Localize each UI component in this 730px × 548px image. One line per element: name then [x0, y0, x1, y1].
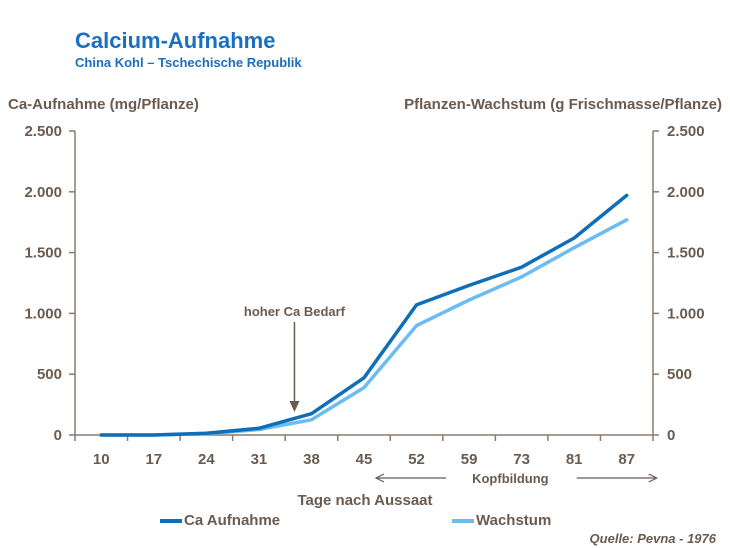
legend-label-wachstum: Wachstum	[476, 512, 552, 529]
legend-swatch-wachstum	[452, 518, 474, 523]
x-tick-label: 59	[461, 451, 478, 468]
y-tick-label-left: 2.000	[24, 184, 62, 201]
legend-ca-aufnahme: Ca Aufnahme	[160, 512, 280, 529]
y-tick-label-right: 500	[667, 366, 692, 383]
annotation-head-formation-arrowhead-left	[374, 473, 385, 483]
x-tick-label: 81	[566, 451, 583, 468]
y-tick-label-right: 2.500	[667, 123, 705, 140]
chart-subtitle: China Kohl – Tschechische Republik	[75, 55, 302, 70]
x-axis-title: Tage nach Aussaat	[297, 492, 433, 509]
y-axis-right-title: Pflanzen-Wachstum (g Frischmasse/Pflanze…	[404, 96, 722, 113]
y-tick-label-left: 500	[37, 366, 62, 383]
y-tick-label-left: 1.000	[24, 305, 62, 322]
x-tick-label: 31	[251, 451, 268, 468]
y-axis-left-title: Ca-Aufnahme (mg/Pflanze)	[8, 96, 199, 113]
y-tick-label-right: 1.000	[667, 305, 705, 322]
legend-label-ca-aufnahme: Ca Aufnahme	[184, 512, 281, 529]
x-tick-label: 24	[198, 451, 215, 468]
y-tick-label-left: 2.500	[24, 123, 62, 140]
x-tick-label: 10	[93, 451, 110, 468]
annotation-high-demand-label: hoher Ca Bedarf	[244, 304, 346, 319]
annotation-high-demand-arrowhead	[289, 401, 300, 412]
y-tick-label-right: 0	[667, 427, 675, 444]
y-tick-label-right: 2.000	[667, 184, 705, 201]
annotation-head-formation-label: Kopfbildung	[472, 471, 549, 486]
legend-swatch-ca-aufnahme	[160, 518, 182, 523]
y-tick-label-left: 0	[54, 427, 62, 444]
series-line-ca-aufnahme	[99, 193, 629, 437]
x-tick-label: 17	[145, 451, 162, 468]
annotation-head-formation-arrowhead-right	[648, 473, 659, 483]
x-tick-label: 38	[303, 451, 320, 468]
x-tick-label: 52	[408, 451, 425, 468]
x-tick-label: 73	[513, 451, 530, 468]
x-tick-label: 87	[618, 451, 635, 468]
chart-title: Calcium-Aufnahme	[75, 28, 276, 53]
legend-wachstum: Wachstum	[452, 512, 551, 529]
y-tick-label-right: 1.500	[667, 245, 705, 262]
x-tick-label: 45	[356, 451, 373, 468]
source-note: Quelle: Pevna - 1976	[589, 531, 716, 546]
y-tick-label-left: 1.500	[24, 245, 62, 262]
